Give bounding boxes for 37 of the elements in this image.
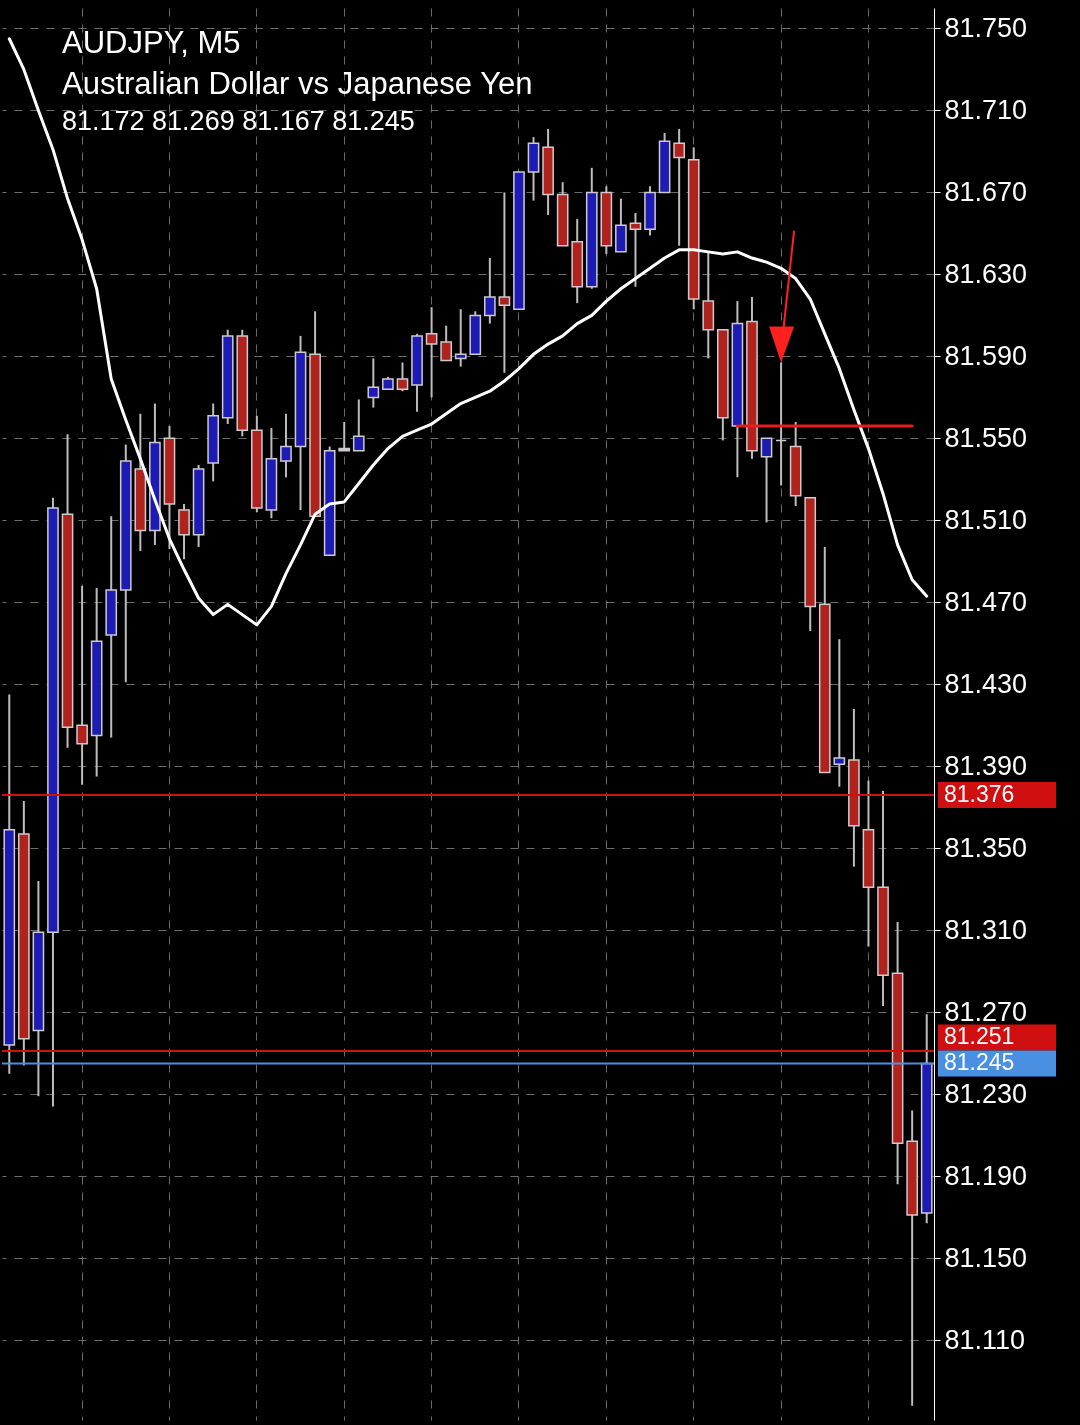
- candlestick: [396, 361, 409, 393]
- candlestick: [498, 191, 511, 374]
- ref-line-label: 81.245: [944, 1049, 1015, 1076]
- candlestick: [440, 324, 452, 362]
- y-tick-label: 81.630: [944, 258, 1028, 289]
- y-tick-label: 81.310: [944, 914, 1028, 945]
- y-tick-label: 81.110: [944, 1324, 1026, 1355]
- candlestick: [775, 361, 787, 487]
- candlestick: [484, 257, 496, 325]
- candlestick: [352, 398, 365, 452]
- y-tick-label: 81.390: [944, 750, 1028, 781]
- candlestick: [629, 211, 642, 288]
- annotation: 81.172 81.269 81.167 81.245: [62, 106, 415, 136]
- y-tick-label: 81.230: [944, 1078, 1028, 1109]
- y-tick-label: 81.670: [944, 176, 1028, 207]
- text: Australian Dollar vs Japanese Yen: [62, 66, 533, 101]
- candlestick: [280, 412, 292, 479]
- y-tick-label: 81.550: [944, 422, 1028, 453]
- y-tick-label: 81.590: [944, 340, 1028, 371]
- y-tick-label: 81.350: [944, 832, 1028, 863]
- y-tick-label: 81.430: [944, 668, 1028, 699]
- candlestick: [76, 584, 88, 786]
- candlestick: [833, 638, 846, 788]
- y-tick-label: 81.470: [944, 586, 1028, 617]
- y-tick-label: 81.190: [944, 1160, 1028, 1191]
- candlestick: [454, 308, 467, 368]
- candlestick: [425, 306, 438, 399]
- candlestick: [760, 437, 773, 524]
- y-tick-label: 81.750: [944, 12, 1028, 43]
- y-tick-label: 81.150: [944, 1242, 1028, 1273]
- candlestick: [673, 127, 685, 247]
- candlestick: [338, 420, 351, 452]
- y-tick-label: 81.510: [944, 504, 1028, 535]
- ref-line-label: 81.376: [944, 780, 1015, 807]
- candlestick: [367, 357, 380, 409]
- y-tick-label: 81.710: [944, 94, 1028, 125]
- text: AUDJPY, M5: [62, 25, 241, 60]
